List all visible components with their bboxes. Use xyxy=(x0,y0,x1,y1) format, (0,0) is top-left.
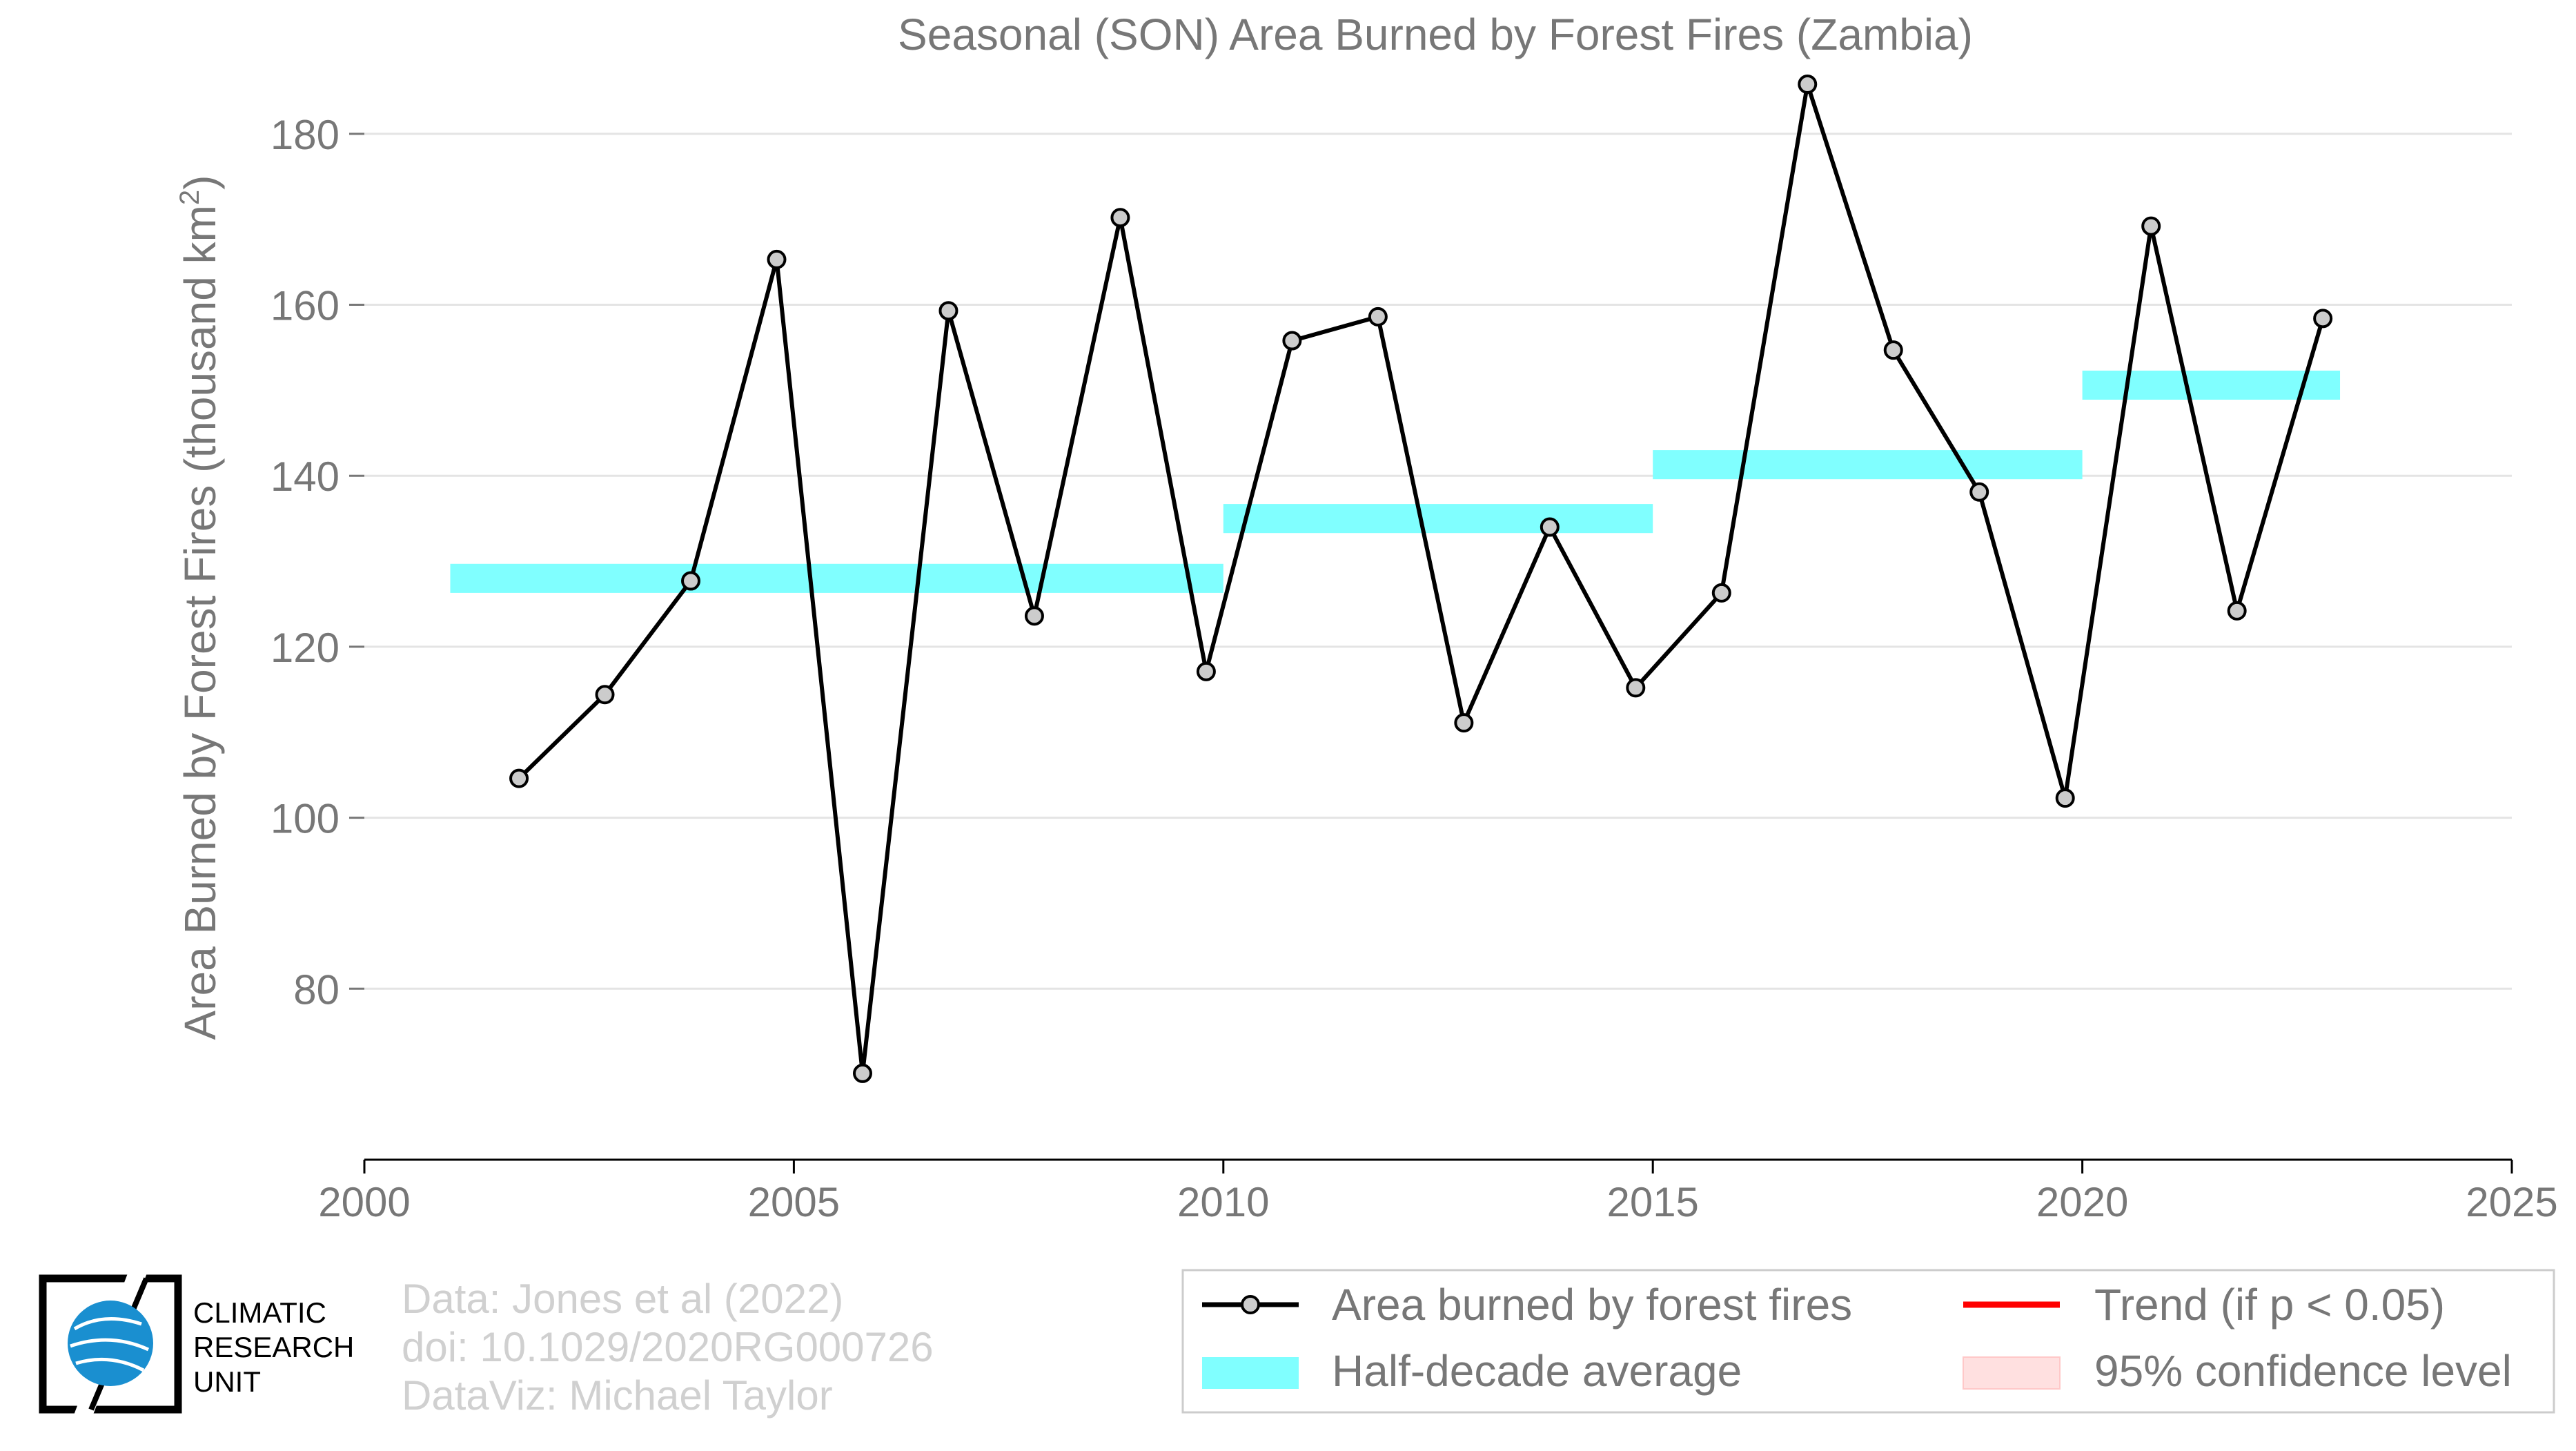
data-point-13 xyxy=(1540,517,1560,537)
half-decade-bar-3 xyxy=(1653,450,2083,480)
legend-label-half-decade: Half-decade average xyxy=(1332,1346,1742,1396)
legend-label-area-burned: Area burned by forest fires xyxy=(1332,1280,1852,1330)
x-tick-label-2025: 2025 xyxy=(2466,1179,2557,1225)
data-point-22 xyxy=(2313,309,2333,329)
logo-line-1: CLIMATIC xyxy=(193,1296,326,1329)
cru-logo-frame xyxy=(39,1274,182,1414)
data-points xyxy=(509,75,2333,1083)
series-line-group xyxy=(518,82,2325,1075)
half-decade-bar-1 xyxy=(450,563,1223,593)
y-tick-label-80: 80 xyxy=(293,966,340,1013)
legend-swatch-confidence xyxy=(1963,1356,2061,1390)
data-point-5 xyxy=(852,1063,872,1083)
half-decade-bars xyxy=(450,370,2341,593)
y-axis-label: Area Burned by Forest Fires (thousand km… xyxy=(175,175,225,1040)
legend-label-trend: Trend (if p < 0.05) xyxy=(2094,1280,2445,1330)
data-point-16 xyxy=(1798,75,1818,95)
x-tick-label-2015: 2015 xyxy=(1606,1179,1698,1225)
data-point-7 xyxy=(1024,606,1044,626)
x-tick-label-2005: 2005 xyxy=(748,1179,840,1225)
data-point-8 xyxy=(1110,208,1130,228)
data-point-12 xyxy=(1454,713,1474,733)
y-axis-label-main: Area Burned by Forest Fires (thousand km xyxy=(175,205,225,1040)
y-axis-label-close: ) xyxy=(175,175,225,190)
y-tick-label-160: 160 xyxy=(271,283,340,329)
y-tick-label-140: 140 xyxy=(271,454,340,500)
data-point-3 xyxy=(681,571,701,591)
data-point-10 xyxy=(1282,331,1302,351)
globe-swirl-1 xyxy=(73,1317,142,1331)
x-tick-label-2010: 2010 xyxy=(1177,1179,1269,1225)
x-tick-label-2020: 2020 xyxy=(2036,1179,2128,1225)
logo-line-3: UNIT xyxy=(193,1365,261,1398)
series-line-1 xyxy=(518,82,2325,1075)
y-tick-label-120: 120 xyxy=(271,625,340,671)
y-axis-label-sup: 2 xyxy=(175,190,205,205)
half-decade-bar-2 xyxy=(1223,504,1653,534)
data-point-18 xyxy=(1969,482,1989,502)
data-point-4 xyxy=(767,249,787,269)
y-tick-label-180: 180 xyxy=(271,112,340,158)
legend: Area burned by forest fires Trend (if p … xyxy=(1181,1269,2555,1414)
globe-swirl-3 xyxy=(75,1357,145,1372)
credit-data: Data: Jones et al (2022) xyxy=(402,1276,843,1322)
chart-title: Seasonal (SON) Area Burned by Forest Fir… xyxy=(898,10,1973,59)
data-point-2 xyxy=(595,685,615,705)
legend-frame xyxy=(1181,1269,2555,1414)
data-point-20 xyxy=(2141,216,2161,236)
data-point-11 xyxy=(1368,306,1388,327)
data-point-17 xyxy=(1883,340,1903,360)
legend-marker-area-burned xyxy=(1241,1295,1260,1314)
cru-logo: CLIMATIC RESEARCH UNIT xyxy=(39,1268,354,1420)
credit-doi: doi: 10.1029/2020RG000726 xyxy=(402,1324,934,1370)
legend-label-confidence: 95% confidence level xyxy=(2094,1346,2512,1396)
y-ticks: 80 100 120 140 160 180 xyxy=(271,112,364,1013)
credit-dataviz: DataViz: Michael Taylor xyxy=(402,1372,833,1419)
globe-swirl-2 xyxy=(70,1338,150,1352)
gridlines xyxy=(364,133,2512,990)
data-point-6 xyxy=(938,301,958,321)
y-tick-label-100: 100 xyxy=(271,796,340,842)
logo-line-2: RESEARCH xyxy=(193,1331,354,1363)
x-tick-label-2000: 2000 xyxy=(318,1179,410,1225)
data-point-9 xyxy=(1196,661,1216,681)
x-ticks: 2000 2005 2010 2015 2020 2025 xyxy=(318,1160,2558,1225)
legend-swatch-half-decade xyxy=(1202,1357,1299,1389)
data-point-14 xyxy=(1626,678,1646,698)
data-point-15 xyxy=(1711,583,1731,603)
data-point-1 xyxy=(509,768,529,788)
data-point-21 xyxy=(2227,601,2247,621)
data-point-19 xyxy=(2055,788,2075,808)
